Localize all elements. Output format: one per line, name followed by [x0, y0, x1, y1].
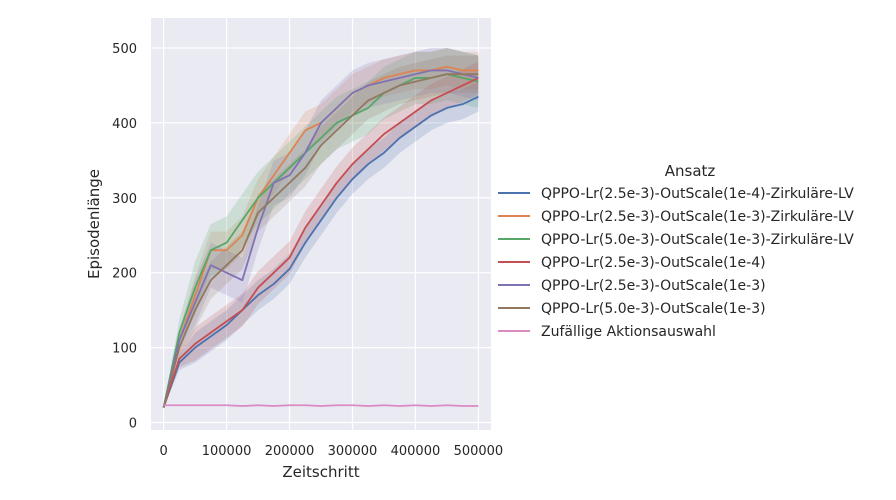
x-tick-label: 400000: [391, 444, 441, 459]
series-lines: [162, 65, 479, 408]
legend-label: QPPO-Lr(2.5e-3)-OutScale(1e-3)-Zirkuläre…: [541, 209, 854, 225]
x-tick-label: 200000: [265, 444, 315, 459]
x-axis-label: Zeitschritt: [282, 463, 359, 481]
y-tick-label: 300: [112, 192, 137, 207]
series-line: [162, 77, 479, 408]
legend-label: QPPO-Lr(2.5e-3)-OutScale(1e-4): [541, 255, 766, 271]
confidence-bands: [163, 47, 479, 408]
series-line: [162, 69, 479, 408]
y-tick-label: 100: [112, 342, 137, 357]
confidence-band: [163, 47, 479, 408]
y-tick-label: 200: [112, 267, 137, 282]
y-axis-ticks: 0 100 200 300 400 500: [112, 42, 137, 432]
legend-label: QPPO-Lr(2.5e-3)-OutScale(1e-4)-Zirkuläre…: [541, 186, 854, 202]
y-tick-label: 0: [129, 417, 137, 432]
plot-background: [151, 18, 491, 430]
confidence-band: [163, 81, 479, 408]
x-tick-label: 300000: [328, 444, 378, 459]
x-axis-ticks: 0 100000 200000 300000 400000 500000: [159, 444, 503, 459]
confidence-band: [163, 47, 479, 408]
x-tick-label: 100000: [202, 444, 252, 459]
legend: QPPO-Lr(2.5e-3)-OutScale(1e-4)-Zirkuläre…: [498, 186, 854, 340]
x-tick-label: 0: [159, 444, 167, 459]
legend-label: Zufällige Aktionsauswahl: [541, 324, 716, 340]
legend-label: QPPO-Lr(5.0e-3)-OutScale(1e-3)-Zirkuläre…: [541, 232, 854, 248]
series-line: [162, 73, 479, 408]
x-tick-label: 500000: [454, 444, 504, 459]
y-axis-label: Episodenlänge: [85, 169, 103, 279]
legend-label: QPPO-Lr(5.0e-3)-OutScale(1e-3): [541, 301, 766, 317]
y-tick-label: 500: [112, 42, 137, 57]
legend-title: Ansatz: [665, 162, 716, 180]
y-tick-label: 400: [112, 117, 137, 132]
series-line: [162, 95, 479, 408]
confidence-band: [163, 61, 479, 408]
confidence-band: [163, 47, 479, 408]
series-line: [162, 73, 479, 408]
confidence-band: [163, 55, 479, 408]
legend-label: QPPO-Lr(2.5e-3)-OutScale(1e-3): [541, 278, 766, 294]
series-line: [163, 404, 479, 407]
